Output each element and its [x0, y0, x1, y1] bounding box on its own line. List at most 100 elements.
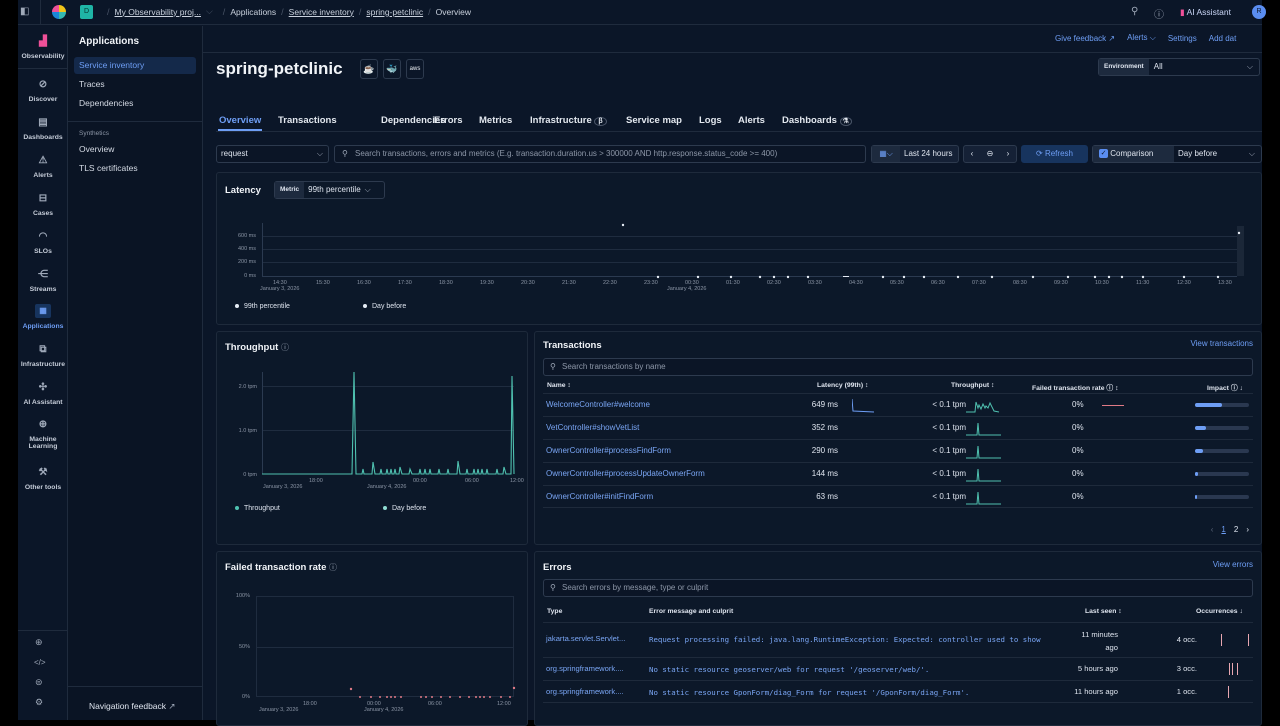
kql-search-input[interactable]: ⚲ Search transactions, errors and metric… — [334, 145, 866, 163]
transaction-type-select[interactable]: request ⌵ — [216, 145, 329, 163]
rail-item-observability[interactable]: ▟ Observability — [21, 36, 65, 60]
view-errors-link[interactable]: View errors — [1212, 560, 1253, 569]
next-icon[interactable]: › — [1006, 149, 1010, 158]
col-last-seen[interactable]: Last seen ↕ — [1085, 608, 1122, 615]
comparison-select[interactable]: Day before — [1178, 149, 1218, 158]
java-icon[interactable]: ☕ — [360, 59, 378, 79]
breadcrumb-service-inventory[interactable]: Service inventory — [288, 6, 354, 17]
calendar-icon[interactable]: ▦⌵ — [872, 146, 900, 162]
transaction-link[interactable]: OwnerController#processUpdateOwnerForm — [546, 469, 705, 478]
transaction-link[interactable]: OwnerController#processFindForm — [546, 446, 671, 455]
tab-overview[interactable]: Overview — [219, 115, 262, 126]
comparison-checkbox[interactable]: ✓ Comparison — [1093, 146, 1174, 162]
tab-metrics[interactable]: Metrics — [479, 115, 513, 126]
rail-item-cases[interactable]: ⊟ Cases — [32, 193, 54, 217]
rail-item-other-tools[interactable]: ⚒ Other tools — [24, 467, 62, 491]
transaction-link[interactable]: VetController#showVetList — [546, 423, 640, 432]
sidebar-item-traces[interactable]: Traces — [79, 79, 105, 89]
ai-assistant-button[interactable]: ▮ AI Assistant — [1180, 7, 1232, 17]
error-type-link[interactable]: org.springframework.... — [546, 664, 624, 673]
tab-errors[interactable]: Errors — [434, 115, 463, 126]
rail-item-ai-assistant[interactable]: ✣ AI Assistant — [23, 382, 63, 406]
transaction-link[interactable]: WelcomeController#welcome — [546, 400, 650, 409]
rail-item-slos[interactable]: ◠ SLOs — [34, 231, 52, 255]
error-message-link[interactable]: No static resource GponForm/diag_Form fo… — [649, 688, 970, 697]
code-icon[interactable]: </> — [34, 658, 46, 667]
warning-icon: ⚠ — [38, 155, 48, 166]
settings-link[interactable]: Settings — [1167, 33, 1197, 43]
legend-99th-percentile[interactable]: 99th percentile — [235, 303, 290, 310]
rail-item-streams[interactable]: ⋲ Streams — [29, 269, 57, 293]
transaction-link[interactable]: OwnerController#initFindForm — [546, 492, 654, 501]
space-badge[interactable]: D — [80, 5, 93, 19]
transactions-search-input[interactable]: ⚲ Search transactions by name — [543, 358, 1253, 376]
error-type-link[interactable]: org.springframework.... — [546, 687, 624, 696]
chevron-down-icon[interactable]: ⌵ — [205, 6, 213, 16]
add-data-link[interactable]: Add dat — [1208, 33, 1237, 43]
breadcrumb-project[interactable]: My Observability proj... — [114, 6, 201, 17]
zoom-out-icon[interactable]: ⊖ — [986, 149, 994, 158]
help-icon[interactable]: ⓘ — [329, 563, 338, 572]
sidebar-item-tls-certificates[interactable]: TLS certificates — [79, 163, 138, 173]
help-icon[interactable]: ⓘ — [280, 343, 289, 352]
next-page-icon[interactable]: › — [1246, 525, 1249, 534]
col-failed-rate[interactable]: Failed transaction rate ⓘ ↕ — [1032, 385, 1119, 392]
page-2[interactable]: 2 — [1233, 525, 1239, 534]
throughput-chart[interactable] — [262, 368, 518, 476]
add-icon[interactable]: ⊕ — [35, 637, 43, 647]
tab-infrastructure[interactable]: Infrastructure β — [530, 115, 607, 126]
avatar[interactable]: R — [1252, 5, 1266, 19]
tab-service-map[interactable]: Service map — [626, 115, 682, 126]
error-type-link[interactable]: jakarta.servlet.Servlet... — [546, 634, 626, 643]
latency-metric-select[interactable]: Metric 99th percentile ⌵ — [274, 181, 385, 199]
previous-icon[interactable]: ‹ — [970, 149, 974, 158]
rail-item-alerts[interactable]: ⚠ Alerts — [33, 155, 53, 179]
alerts-menu[interactable]: Alerts ⌵ — [1127, 33, 1156, 42]
breadcrumb-applications[interactable]: Applications — [230, 6, 277, 17]
latency-panel: Latency Metric 99th percentile ⌵ 600 ms … — [216, 172, 1262, 325]
sidebar-item-synthetics-overview[interactable]: Overview — [79, 144, 115, 154]
date-picker[interactable]: ▦⌵ Last 24 hours — [871, 145, 959, 163]
tab-transactions[interactable]: Transactions — [278, 115, 337, 126]
sidebar-item-service-inventory[interactable]: Service inventory — [74, 57, 196, 74]
breadcrumb-service[interactable]: spring-petclinic — [366, 6, 424, 17]
tab-dashboards[interactable]: Dashboards ⚗ — [782, 115, 852, 126]
docker-icon[interactable]: 🐳 — [383, 59, 401, 79]
errors-search-input[interactable]: ⚲ Search errors by message, type or culp… — [543, 579, 1253, 597]
legend-throughput[interactable]: Throughput — [235, 505, 280, 512]
prev-page-icon[interactable]: ‹ — [1210, 525, 1214, 534]
search-icon[interactable]: ⚲ — [1131, 6, 1139, 17]
sidebar-item-dependencies[interactable]: Dependencies — [79, 98, 134, 108]
legend-day-before[interactable]: Day before — [383, 505, 426, 512]
page-1[interactable]: 1 — [1221, 525, 1226, 534]
error-message-link[interactable]: Request processing failed: java.lang.Run… — [649, 635, 1041, 644]
aws-icon[interactable]: aws — [406, 59, 424, 79]
tab-logs[interactable]: Logs — [699, 115, 722, 126]
col-name[interactable]: Name ↕ — [547, 382, 571, 389]
gear-icon[interactable]: ⚙ — [35, 697, 44, 707]
elastic-logo-icon[interactable] — [52, 5, 66, 19]
col-latency[interactable]: Latency (99th) ↕ — [817, 382, 869, 389]
toggle-sidebar-icon[interactable]: ◧ — [20, 6, 30, 17]
failed-rate-chart[interactable] — [256, 596, 514, 697]
rail-item-applications[interactable]: ▦ Applications — [22, 304, 64, 330]
rail-item-infrastructure[interactable]: ⧉ Infrastructure — [20, 344, 66, 368]
view-transactions-link[interactable]: View transactions — [1190, 339, 1253, 348]
rail-item-discover[interactable]: ⊘ Discover — [28, 79, 58, 103]
latency-chart[interactable] — [217, 173, 1263, 326]
navigation-feedback-link[interactable]: Navigation feedback ↗ — [89, 701, 176, 711]
error-message-link[interactable]: No static resource geoserver/web for req… — [649, 665, 930, 674]
storage-icon[interactable]: ⊜ — [35, 677, 43, 687]
legend-day-before[interactable]: Day before — [363, 303, 406, 310]
give-feedback-link[interactable]: Give feedback ↗ — [1055, 33, 1116, 43]
col-impact[interactable]: Impact ⓘ ↓ — [1207, 385, 1243, 392]
tab-alerts[interactable]: Alerts — [738, 115, 765, 126]
help-icon[interactable]: ⓘ — [1154, 10, 1164, 21]
rail-item-machine-learning[interactable]: ⊕ Machine Learning — [28, 419, 58, 450]
environment-select[interactable]: Environment All ⌵ — [1098, 58, 1260, 76]
rail-item-dashboards[interactable]: ▤ Dashboards — [23, 117, 63, 141]
refresh-button[interactable]: ⟳ Refresh — [1021, 145, 1088, 163]
col-throughput[interactable]: Throughput ↕ — [951, 382, 995, 389]
col-occurrences[interactable]: Occurrences ↓ — [1196, 608, 1243, 615]
tab-dependencies[interactable]: Dependencies — [381, 115, 446, 126]
